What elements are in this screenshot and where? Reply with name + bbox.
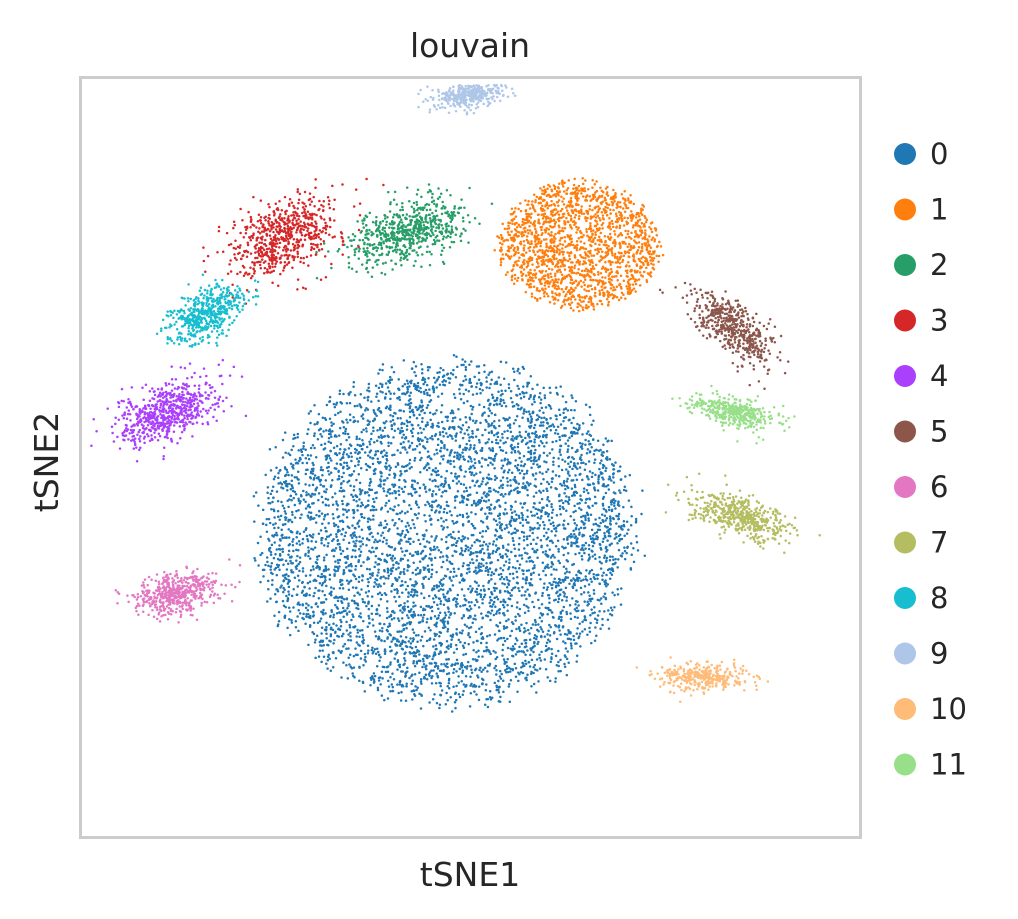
cluster-7-points: [664, 472, 821, 554]
cluster-6-points: [114, 558, 242, 624]
legend-marker-8: [894, 587, 916, 609]
legend-item-7: 7: [894, 526, 948, 560]
legend-item-4: 4: [894, 359, 948, 393]
cluster-0-points: [252, 354, 647, 713]
legend-marker-7: [894, 531, 916, 554]
legend-label-0: 0: [930, 137, 948, 171]
cluster-10-points: [635, 656, 770, 704]
legend-marker-1: [894, 198, 916, 221]
legend-marker-6: [894, 476, 916, 498]
legend-label-11: 11: [930, 748, 967, 782]
legend-marker-4: [894, 365, 916, 387]
legend-item-6: 6: [894, 470, 948, 504]
legend-marker-2: [894, 254, 916, 276]
legend-item-9: 9: [894, 637, 948, 671]
legend-item-8: 8: [894, 581, 948, 615]
cluster-8-points: [155, 273, 260, 348]
legend-item-0: 0: [894, 137, 948, 171]
legend-label-4: 4: [930, 359, 948, 393]
legend-label-9: 9: [930, 637, 948, 671]
legend-marker-5: [894, 420, 916, 443]
legend-label-3: 3: [930, 304, 948, 338]
cluster-3-points: [202, 177, 385, 305]
y-axis-label: tSNE2: [27, 412, 66, 512]
cluster-4-points: [90, 358, 248, 463]
legend-label-5: 5: [930, 415, 948, 449]
legend-label-8: 8: [930, 581, 948, 615]
legend-label-7: 7: [930, 526, 948, 560]
legend-item-5: 5: [894, 415, 948, 449]
chart-title: louvain: [410, 26, 530, 65]
legend-marker-9: [894, 642, 916, 665]
legend-label-6: 6: [930, 470, 948, 504]
legend-item-2: 2: [894, 248, 948, 282]
legend-item-3: 3: [894, 304, 948, 338]
legend-marker-10: [894, 698, 916, 720]
legend-label-10: 10: [930, 692, 967, 726]
legend: 0 1 2 3 4 5 6 7 8 9 10 11: [894, 137, 967, 782]
legend-marker-0: [894, 143, 916, 165]
scatter-points: [90, 83, 821, 713]
cluster-9-points: [417, 83, 517, 116]
legend-label-1: 1: [930, 193, 948, 227]
legend-item-11: 11: [894, 748, 967, 782]
legend-marker-3: [894, 309, 916, 332]
cluster-1-points: [493, 176, 665, 313]
cluster-5-points: [658, 281, 790, 390]
cluster-2-points: [315, 183, 494, 280]
cluster-11-points: [671, 384, 796, 445]
x-axis-label: tSNE1: [420, 855, 520, 894]
legend-label-2: 2: [930, 248, 948, 282]
legend-marker-11: [894, 753, 916, 776]
legend-item-10: 10: [894, 692, 967, 726]
legend-item-1: 1: [894, 193, 948, 227]
